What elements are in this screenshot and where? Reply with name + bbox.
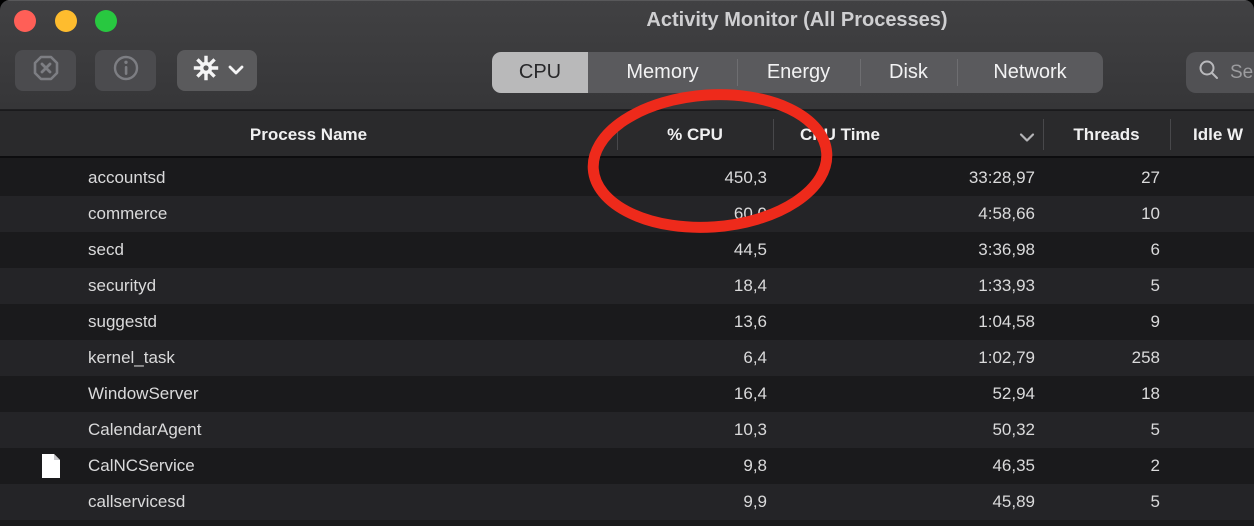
threads-count: 18 — [1141, 384, 1160, 403]
table-row-partial[interactable] — [0, 520, 1254, 526]
process-name: securityd — [88, 276, 157, 295]
cpu-time: 3:36,98 — [978, 240, 1035, 259]
column-header-cpu-percent[interactable]: % CPU — [667, 124, 723, 144]
cpu-time: 52,94 — [992, 384, 1035, 403]
search-placeholder: Search — [1230, 61, 1254, 83]
column-header-idle-wakeups[interactable]: Idle W — [1193, 124, 1244, 144]
table-row[interactable]: secd 44,5 3:36,98 6 — [0, 232, 1254, 268]
actions-menu-button[interactable] — [177, 50, 257, 91]
process-name: suggestd — [88, 312, 157, 331]
threads-count: 5 — [1150, 492, 1160, 511]
cpu-time: 1:33,93 — [978, 276, 1035, 295]
cpu-percent: 10,3 — [733, 420, 767, 439]
process-name: WindowServer — [88, 384, 199, 403]
table-row[interactable]: kernel_task 6,4 1:02,79 258 — [0, 340, 1254, 376]
titlebar-toolbar: Activity Monitor (All Processes) — [0, 0, 1254, 110]
threads-count: 9 — [1150, 312, 1160, 331]
table-row[interactable]: commerce 60,0 4:58,66 10 — [0, 196, 1254, 232]
table-header: Process Name % CPU CPU Time Threads Idle… — [0, 111, 1254, 158]
table-row[interactable]: securityd 18,4 1:33,93 5 — [0, 268, 1254, 304]
chevron-down-icon — [228, 62, 244, 80]
cpu-time: 46,35 — [992, 456, 1035, 475]
cpu-percent: 18,4 — [733, 276, 767, 295]
search-field[interactable]: Search — [1186, 52, 1254, 93]
column-header-threads[interactable]: Threads — [1073, 124, 1140, 144]
column-header-process-name[interactable]: Process Name — [249, 124, 368, 144]
process-name: CalendarAgent — [88, 420, 202, 439]
tab-network[interactable]: Network — [957, 52, 1103, 93]
table-row[interactable]: suggestd 13,6 1:04,58 9 — [0, 304, 1254, 340]
cpu-time: 33:28,97 — [968, 168, 1035, 187]
threads-count: 2 — [1150, 456, 1160, 475]
document-icon — [39, 452, 63, 485]
process-name: accountsd — [88, 168, 166, 187]
search-icon — [1198, 59, 1220, 86]
cpu-time: 50,32 — [992, 420, 1035, 439]
threads-count: 258 — [1131, 348, 1160, 367]
table-row[interactable]: CalNCService 9,8 46,35 2 — [0, 448, 1254, 484]
cpu-percent: 16,4 — [733, 384, 767, 403]
cpu-percent: 9,8 — [743, 456, 767, 475]
process-name: secd — [88, 240, 124, 259]
process-name: commerce — [88, 204, 168, 223]
table-row[interactable]: callservicesd 9,9 45,89 5 — [0, 484, 1254, 520]
cpu-percent: 450,3 — [724, 168, 767, 187]
tab-cpu[interactable]: CPU — [492, 52, 588, 93]
zoom-window-button[interactable] — [95, 10, 117, 32]
column-divider[interactable] — [773, 119, 774, 150]
tab-energy[interactable]: Energy — [737, 52, 860, 93]
inspect-process-button[interactable] — [95, 50, 156, 91]
cpu-time: 1:02,79 — [978, 348, 1035, 367]
table-row[interactable]: WindowServer 16,4 52,94 18 — [0, 376, 1254, 412]
cpu-time: 45,89 — [992, 492, 1035, 511]
threads-count: 5 — [1150, 420, 1160, 439]
window-title: Activity Monitor (All Processes) — [646, 9, 948, 31]
minimize-window-button[interactable] — [55, 10, 77, 32]
close-window-button[interactable] — [14, 10, 36, 32]
tab-memory[interactable]: Memory — [588, 52, 737, 93]
info-circle-icon — [112, 54, 140, 87]
threads-count: 10 — [1141, 204, 1160, 223]
column-divider[interactable] — [1170, 119, 1171, 150]
tab-disk[interactable]: Disk — [860, 52, 957, 93]
sort-descending-chevron-icon — [1018, 130, 1036, 148]
table-row[interactable]: CalendarAgent 10,3 50,32 5 — [0, 412, 1254, 448]
view-segmented-control: CPU Memory Energy Disk Network — [492, 52, 1103, 93]
cpu-percent: 13,6 — [733, 312, 767, 331]
process-name: CalNCService — [88, 456, 195, 475]
gear-icon — [191, 53, 221, 88]
cpu-percent: 60,0 — [733, 204, 767, 223]
threads-count: 5 — [1150, 276, 1160, 295]
process-name: callservicesd — [88, 492, 186, 511]
cpu-percent: 9,9 — [743, 492, 767, 511]
threads-count: 27 — [1141, 168, 1160, 187]
column-divider[interactable] — [617, 119, 618, 150]
column-header-cpu-time[interactable]: CPU Time — [800, 124, 880, 144]
process-name: kernel_task — [88, 348, 175, 367]
cpu-time: 4:58,66 — [978, 204, 1035, 223]
cpu-percent: 6,4 — [743, 348, 767, 367]
stop-process-button[interactable] — [15, 50, 76, 91]
process-table: accountsd 450,3 33:28,97 27 commerce 60,… — [0, 160, 1254, 526]
stop-octagon-x-icon — [31, 53, 61, 88]
threads-count: 6 — [1150, 240, 1160, 259]
table-row[interactable]: accountsd 450,3 33:28,97 27 — [0, 160, 1254, 196]
cpu-percent: 44,5 — [733, 240, 767, 259]
column-divider[interactable] — [1043, 119, 1044, 150]
cpu-time: 1:04,58 — [978, 312, 1035, 331]
